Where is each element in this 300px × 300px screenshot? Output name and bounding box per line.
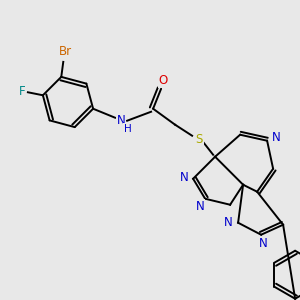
Text: O: O [158,74,168,87]
Text: N: N [224,216,233,229]
Text: Br: Br [59,45,72,58]
Text: N: N [259,237,268,250]
Text: N: N [272,131,280,144]
Text: N: N [117,114,125,127]
Text: N: N [196,200,205,213]
Text: N: N [180,171,188,184]
Text: S: S [195,133,203,146]
Text: H: H [124,124,132,134]
Text: F: F [19,85,25,98]
